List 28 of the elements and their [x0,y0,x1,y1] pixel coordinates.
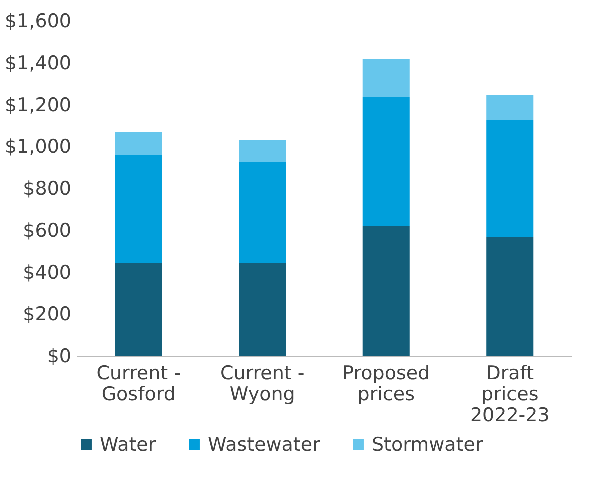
bar [362,226,410,356]
bar [486,237,534,356]
bar [486,95,534,120]
bar [239,140,286,162]
bar [239,162,286,264]
bar [362,97,410,226]
bar [115,155,162,264]
y-tick-label: $600 [23,220,72,242]
bar [115,263,162,356]
y-tick-label: $1,400 [5,52,72,74]
x-tick-label: Draft prices 2022-23 [470,362,550,426]
x-tick-label: Current - Wyong [220,362,305,406]
y-tick-label: $1,200 [5,94,72,116]
legend-label: Water [100,434,156,456]
y-tick-label: $200 [23,304,72,326]
bar [239,263,286,356]
legend-label: Wastewater [208,434,321,456]
bar [115,132,162,155]
y-tick-label: $1,600 [5,10,72,32]
y-tick-label: $400 [23,262,72,284]
y-tick-label: $800 [23,178,72,200]
y-tick-label: $0 [47,346,72,368]
bar [362,59,410,98]
y-tick-label: $1,000 [5,136,72,158]
x-tick-label: Current - Gosford [96,362,182,406]
x-tick-label: Proposed prices [342,362,430,406]
bar [486,120,534,238]
legend-label: Stormwater [372,434,484,456]
